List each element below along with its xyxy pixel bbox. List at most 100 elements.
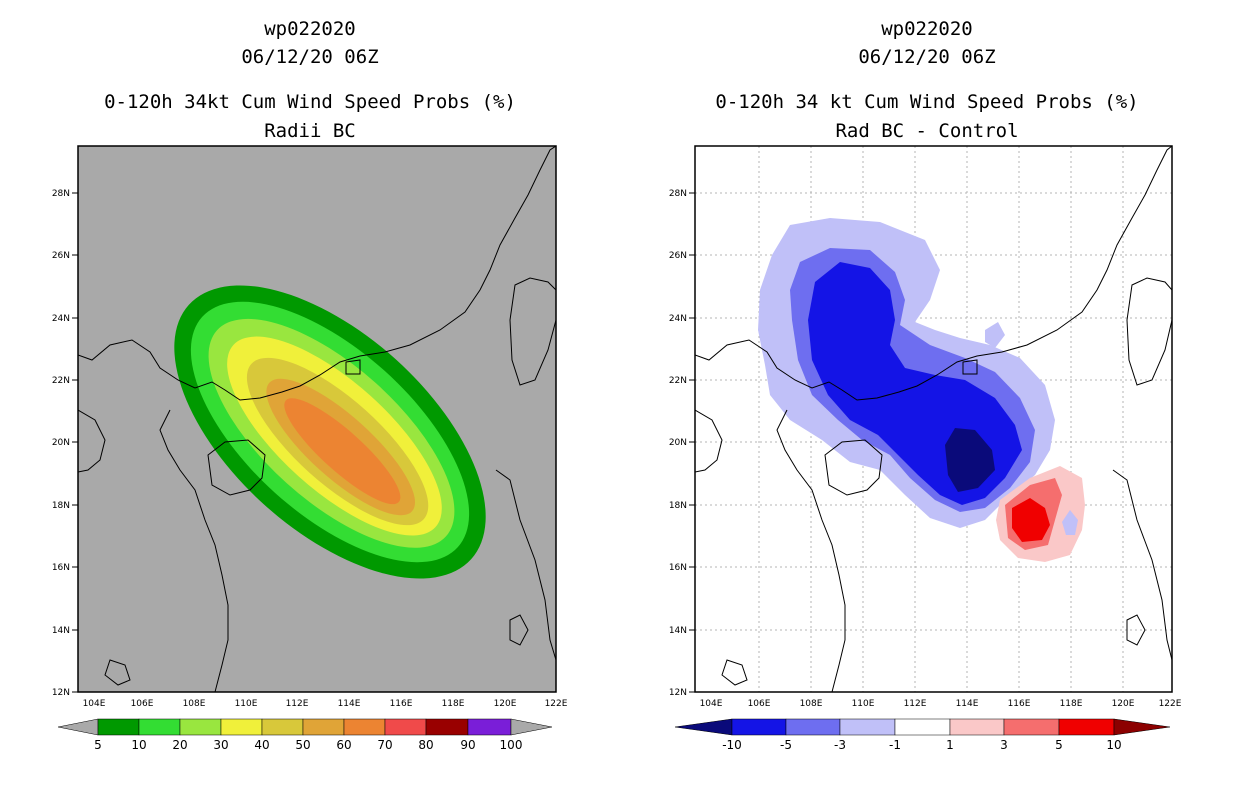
right-title-product: 0-120h 34 kt Cum Wind Speed Probs (%) bbox=[715, 91, 1139, 113]
left-map-frame bbox=[77, 145, 557, 693]
lon-label: 112E bbox=[904, 699, 927, 709]
colorbar-swatch bbox=[894, 718, 951, 736]
lon-label: 116E bbox=[1008, 699, 1031, 709]
lon-label: 114E bbox=[338, 699, 361, 709]
axis-ticks bbox=[72, 192, 695, 693]
lat-label: 18N bbox=[52, 501, 70, 511]
colorbar-left-arrow bbox=[674, 718, 733, 736]
contour-pos-5 bbox=[1012, 498, 1050, 542]
colorbar-swatch bbox=[949, 718, 1005, 736]
colorbar-label: 10 bbox=[131, 738, 146, 752]
lon-label: 112E bbox=[286, 699, 309, 709]
colorbar-swatch bbox=[138, 718, 181, 736]
colorbar-swatch bbox=[97, 718, 140, 736]
colorbar-swatch bbox=[179, 718, 222, 736]
colorbar-label: 80 bbox=[418, 738, 433, 752]
lat-label: 14N bbox=[669, 626, 687, 636]
lon-label: 114E bbox=[956, 699, 979, 709]
lat-label: 12N bbox=[52, 688, 70, 698]
colorbar-swatch bbox=[467, 718, 512, 736]
colorbar-left-arrow bbox=[57, 718, 99, 736]
lat-label: 16N bbox=[669, 563, 687, 573]
lon-label: 118E bbox=[1060, 699, 1083, 709]
lon-label: 110E bbox=[852, 699, 875, 709]
lat-label: 26N bbox=[669, 251, 687, 261]
colorbar-label: 70 bbox=[377, 738, 392, 752]
colorbar-right-arrow bbox=[1113, 718, 1171, 736]
colorbar-label: 10 bbox=[1106, 738, 1121, 752]
lon-label: 116E bbox=[390, 699, 413, 709]
lon-label: 108E bbox=[800, 699, 823, 709]
colorbar-label: 30 bbox=[213, 738, 228, 752]
left-colorbar-labels: 5 10 20 30 40 50 60 70 80 90 100 bbox=[94, 738, 522, 752]
lat-label: 26N bbox=[52, 251, 70, 261]
lat-label: 20N bbox=[52, 438, 70, 448]
lon-label: 122E bbox=[545, 699, 568, 709]
lat-label: 18N bbox=[669, 501, 687, 511]
colorbar-label: 40 bbox=[254, 738, 269, 752]
colorbar-label: 5 bbox=[1055, 738, 1063, 752]
lon-label: 122E bbox=[1159, 699, 1182, 709]
lon-label: 110E bbox=[235, 699, 258, 709]
right-lon-labels: 104E 106E 108E 110E 112E 114E 116E 118E … bbox=[700, 699, 1182, 709]
colorbar-swatch bbox=[1003, 718, 1060, 736]
right-colorbar bbox=[674, 718, 1171, 736]
right-colorbar-labels: -10 -5 -3 -1 1 3 5 10 bbox=[722, 738, 1121, 752]
colorbar-swatch bbox=[384, 718, 427, 736]
lat-label: 20N bbox=[669, 438, 687, 448]
right-title-storm-id: wp022020 bbox=[881, 18, 973, 40]
lon-label: 104E bbox=[83, 699, 106, 709]
colorbar-swatch bbox=[261, 718, 304, 736]
right-title-datetime: 06/12/20 06Z bbox=[858, 46, 996, 68]
colorbar-swatch bbox=[302, 718, 345, 736]
left-title-storm-id: wp022020 bbox=[264, 18, 356, 40]
contour-neg-10 bbox=[945, 428, 995, 492]
colorbar-swatch bbox=[1058, 718, 1115, 736]
lat-label: 14N bbox=[52, 626, 70, 636]
lat-label: 16N bbox=[52, 563, 70, 573]
left-lon-labels: 104E 106E 108E 110E 112E 114E 116E 118E … bbox=[83, 699, 568, 709]
left-colorbar bbox=[57, 718, 553, 736]
colorbar-label: -3 bbox=[834, 738, 846, 752]
left-title-datetime: 06/12/20 06Z bbox=[241, 46, 379, 68]
lon-label: 108E bbox=[183, 699, 206, 709]
lat-label: 24N bbox=[52, 314, 70, 324]
colorbar-label: -1 bbox=[889, 738, 901, 752]
contour-neg-1-ring bbox=[1062, 510, 1078, 535]
colorbar-label: 20 bbox=[172, 738, 187, 752]
colorbar-swatch bbox=[220, 718, 263, 736]
lat-label: 28N bbox=[669, 189, 687, 199]
colorbar-label: -10 bbox=[722, 738, 742, 752]
colorbar-label: 5 bbox=[94, 738, 102, 752]
lat-label: 22N bbox=[669, 376, 687, 386]
colorbar-label: 60 bbox=[336, 738, 351, 752]
lat-label: 12N bbox=[669, 688, 687, 698]
colorbar-swatch bbox=[731, 718, 787, 736]
lat-label: 28N bbox=[52, 189, 70, 199]
left-title-product: 0-120h 34kt Cum Wind Speed Probs (%) bbox=[104, 91, 516, 113]
colorbar-swatch bbox=[785, 718, 841, 736]
lon-label: 106E bbox=[748, 699, 771, 709]
colorbar-swatch bbox=[425, 718, 469, 736]
left-probability-contours bbox=[174, 285, 486, 579]
colorbar-label: 90 bbox=[460, 738, 475, 752]
right-map-frame bbox=[694, 145, 1173, 693]
lon-label: 120E bbox=[1112, 699, 1135, 709]
left-coastlines bbox=[78, 146, 556, 692]
colorbar-right-arrow bbox=[510, 718, 553, 736]
right-lat-labels: 12N 14N 16N 18N 20N 22N 24N 26N 28N bbox=[669, 189, 687, 698]
lon-label: 120E bbox=[494, 699, 517, 709]
right-difference-contours bbox=[758, 218, 1085, 562]
colorbar-swatch bbox=[839, 718, 896, 736]
contour-60 bbox=[284, 398, 401, 505]
colorbar-label: 100 bbox=[500, 738, 523, 752]
left-lat-labels: 12N 14N 16N 18N 20N 22N 24N 26N 28N bbox=[52, 189, 70, 698]
colorbar-label: 1 bbox=[946, 738, 954, 752]
colorbar-label: -5 bbox=[780, 738, 792, 752]
right-title-subtitle: Rad BC - Control bbox=[835, 120, 1019, 142]
lon-label: 104E bbox=[700, 699, 723, 709]
lon-label: 118E bbox=[442, 699, 465, 709]
colorbar-label: 3 bbox=[1000, 738, 1008, 752]
lat-label: 24N bbox=[669, 314, 687, 324]
